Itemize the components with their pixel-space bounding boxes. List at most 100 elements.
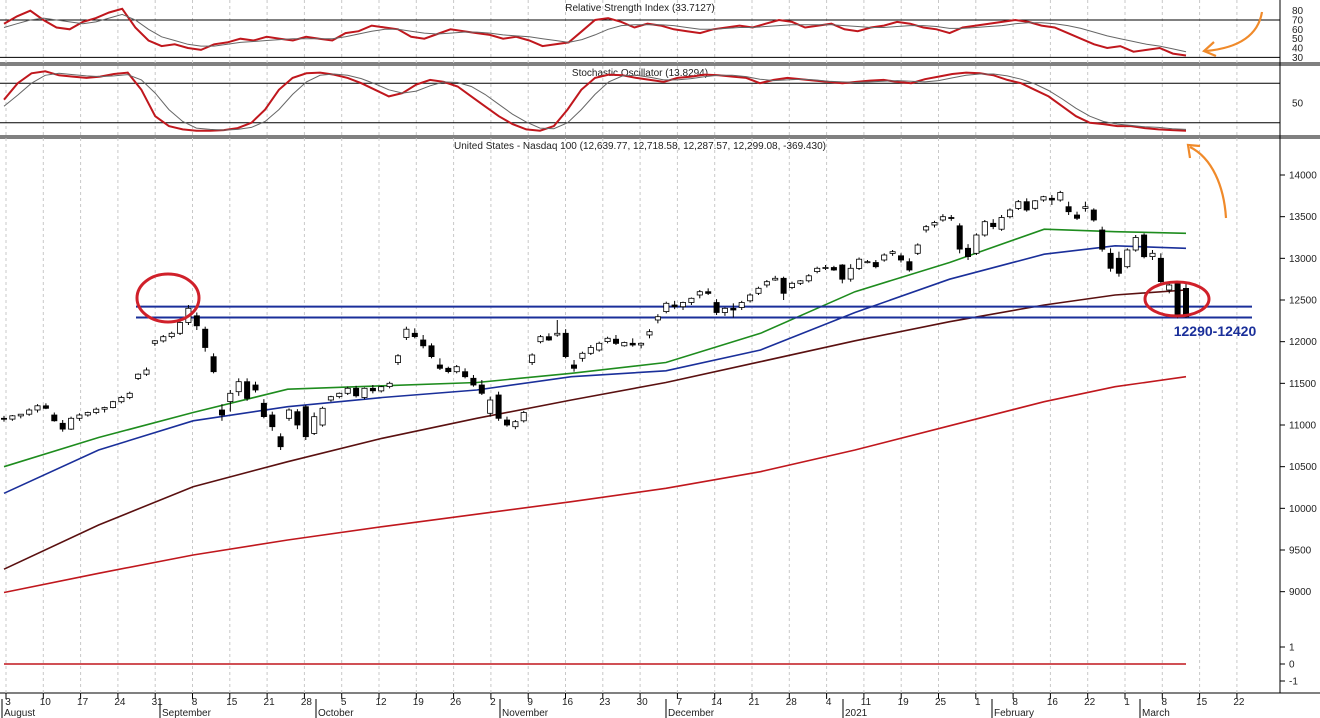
candle-down xyxy=(713,302,720,313)
moving-average-line-1 xyxy=(3,244,1187,495)
rsi-level-lines xyxy=(0,19,1280,58)
candle-up xyxy=(789,282,796,288)
y-tick-label: 11500 xyxy=(1289,379,1317,390)
candle-up xyxy=(17,413,24,417)
y-tick-label: 70 xyxy=(1292,16,1304,27)
moving-average-series xyxy=(3,228,1187,594)
x-tick-label: 31 xyxy=(152,697,164,708)
candle-up xyxy=(336,392,343,397)
x-tick-label: 14 xyxy=(711,697,723,708)
candle-down xyxy=(780,277,787,294)
candle-down xyxy=(428,345,435,357)
candle-down xyxy=(210,356,217,373)
x-tick-label: 21 xyxy=(264,697,276,708)
candle-up xyxy=(1149,252,1156,258)
candle-down xyxy=(1074,214,1081,219)
x-tick-label: 19 xyxy=(898,697,910,708)
candle-up xyxy=(747,294,754,302)
rsi-title: Relative Strength Index (33.7127) xyxy=(565,3,715,14)
candle-down xyxy=(545,336,552,341)
y-tick-label: 50 xyxy=(1292,99,1304,110)
x-tick-label: 8 xyxy=(1162,697,1168,708)
candle-up xyxy=(1124,249,1131,268)
candle-up xyxy=(126,392,133,398)
y-tick-label: 40 xyxy=(1292,44,1304,55)
annotation-marks xyxy=(135,11,1264,324)
candle-up xyxy=(973,234,980,254)
series-line-0 xyxy=(3,7,1187,57)
candle-down xyxy=(705,291,712,294)
secondary-tick-label: -1 xyxy=(1289,677,1298,688)
candle-down xyxy=(571,364,578,369)
candle-up xyxy=(361,387,368,398)
y-tick-label: 11000 xyxy=(1289,421,1317,432)
candle-up xyxy=(772,277,779,281)
x-tick-label: 30 xyxy=(637,697,649,708)
stochastic-title: Stochastic Oscillator (13.8294) xyxy=(572,68,708,79)
candle-down xyxy=(1023,201,1030,211)
candle-down xyxy=(1090,209,1097,221)
candle-down xyxy=(0,417,7,420)
stochastic-series xyxy=(3,70,1187,132)
right-highlight-circle xyxy=(1143,280,1211,318)
x-tick-label: 28 xyxy=(786,697,798,708)
candle-up xyxy=(680,302,687,308)
x-tick-label: 3 xyxy=(5,697,11,708)
candle-down xyxy=(948,217,955,219)
y-tick-label: 80 xyxy=(1292,6,1304,17)
candle-down xyxy=(420,339,427,347)
candle-up xyxy=(763,281,770,286)
candle-down xyxy=(51,414,58,422)
candle-down xyxy=(830,267,837,271)
secondary-y-axis: 1 0 -1 xyxy=(4,643,1298,688)
x-tick-label: 28 xyxy=(301,697,313,708)
candle-down xyxy=(898,255,905,261)
month-label: October xyxy=(318,708,354,718)
candle-down xyxy=(202,328,209,348)
candle-up xyxy=(1007,209,1014,218)
candle-down xyxy=(965,247,972,258)
candle-up xyxy=(856,258,863,269)
candle-up xyxy=(227,392,234,402)
candle-up xyxy=(386,382,393,387)
candle-up xyxy=(881,254,888,261)
series-line-1 xyxy=(3,72,1187,131)
y-tick-label: 14000 xyxy=(1289,171,1317,182)
candle-up xyxy=(344,387,351,394)
orange-arrowhead-stoch xyxy=(1186,143,1201,159)
candle-up xyxy=(638,342,645,346)
x-tick-label: 12 xyxy=(375,697,387,708)
candle-up xyxy=(176,322,183,334)
candle-down xyxy=(302,406,309,438)
price-panel: United States - Nasdaq 100 (12,639.77, 1… xyxy=(0,141,1317,688)
x-tick-label: 9 xyxy=(527,697,533,708)
candle-down xyxy=(59,422,66,430)
candle-up xyxy=(512,421,519,428)
candle-down xyxy=(1099,229,1106,250)
orange-arrowhead-rsi xyxy=(1201,41,1217,58)
candle-up xyxy=(889,251,896,254)
candle-up xyxy=(76,414,83,419)
x-axis: 3 10 17 24 31 8 15 21 28 5 12 19 26 2 9 16 23 30 7 14 21 28 4 1… xyxy=(1,693,1245,718)
x-tick-label: 21 xyxy=(748,697,760,708)
x-tick-label: 10 xyxy=(40,697,52,708)
candle-up xyxy=(663,302,670,312)
candle-up xyxy=(654,316,661,321)
candle-up xyxy=(168,332,175,337)
candle-down xyxy=(1174,282,1181,316)
candle-down xyxy=(353,387,360,397)
x-tick-label: 24 xyxy=(114,697,126,708)
candle-up xyxy=(931,222,938,226)
vertical-gridlines xyxy=(5,0,1238,693)
candle-down xyxy=(1183,287,1190,318)
rsi-panel: Relative Strength Index (33.7127) 807060… xyxy=(0,3,1304,64)
candle-up xyxy=(1082,206,1089,209)
month-label: November xyxy=(502,708,549,718)
month-label: December xyxy=(668,708,715,718)
candle-up xyxy=(487,399,494,414)
candle-up xyxy=(864,261,871,264)
month-label: August xyxy=(4,708,35,718)
candle-up xyxy=(738,302,745,308)
candle-up xyxy=(914,244,921,254)
